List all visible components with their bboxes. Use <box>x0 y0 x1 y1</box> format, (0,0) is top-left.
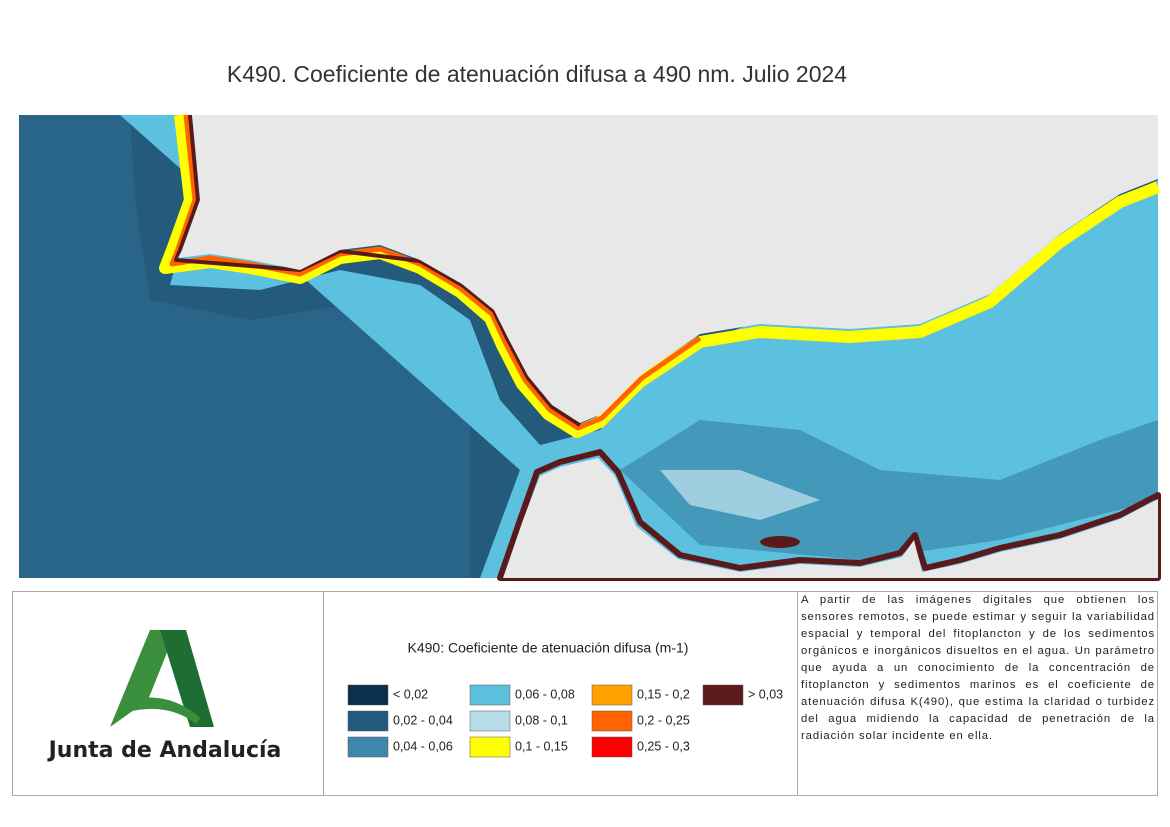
legend-swatch <box>469 736 511 758</box>
logo-text: Junta de Andalucía <box>47 738 282 763</box>
legend-swatch <box>469 684 511 706</box>
legend: < 0,02 0,02 - 0,04 0,04 - 0,06 0,06 - 0,08 0… <box>347 684 783 758</box>
legend-swatch <box>347 684 389 706</box>
legend-title: K490: Coeficiente de atenuación difusa (… <box>408 640 689 656</box>
shelf <box>19 115 470 578</box>
turbid-water <box>660 470 820 520</box>
logo-shape <box>125 697 200 724</box>
legend-label: 0,04 - 0,06 <box>393 739 453 753</box>
legend-label: > 0,03 <box>748 687 783 701</box>
deep-water <box>620 420 1158 560</box>
legend-swatch <box>591 736 633 758</box>
legend-swatch <box>469 710 511 732</box>
legend-swatch <box>702 684 744 706</box>
coast-band <box>174 114 582 427</box>
panel-border <box>12 591 1158 796</box>
legend-label: 0,2 - 0,25 <box>637 713 690 727</box>
coast-band <box>760 536 800 548</box>
coast-band <box>169 114 702 431</box>
logo-shape <box>160 630 214 727</box>
land-north <box>178 115 1158 423</box>
legend-swatch <box>591 684 633 706</box>
legend-label: 0,25 - 0,3 <box>637 739 690 753</box>
legend-label: 0,1 - 0,15 <box>515 739 568 753</box>
coastal-water <box>120 115 1158 578</box>
coast-band <box>497 449 1161 581</box>
legend-label: 0,02 - 0,04 <box>393 713 453 727</box>
map-title: K490. Coeficiente de atenuación difusa a… <box>227 61 847 87</box>
map <box>19 114 1161 581</box>
logo: Junta de Andalucía <box>47 630 282 763</box>
legend-label: < 0,02 <box>393 687 428 701</box>
legend-label: 0,15 - 0,2 <box>637 687 690 701</box>
legend-swatch <box>347 710 389 732</box>
land-south <box>503 458 1158 578</box>
legend-label: 0,08 - 0,1 <box>515 713 568 727</box>
legend-swatch <box>347 736 389 758</box>
legend-swatch <box>591 710 633 732</box>
description: A partir de las imágenes digitales que o… <box>801 594 1155 742</box>
legend-label: 0,06 - 0,08 <box>515 687 575 701</box>
